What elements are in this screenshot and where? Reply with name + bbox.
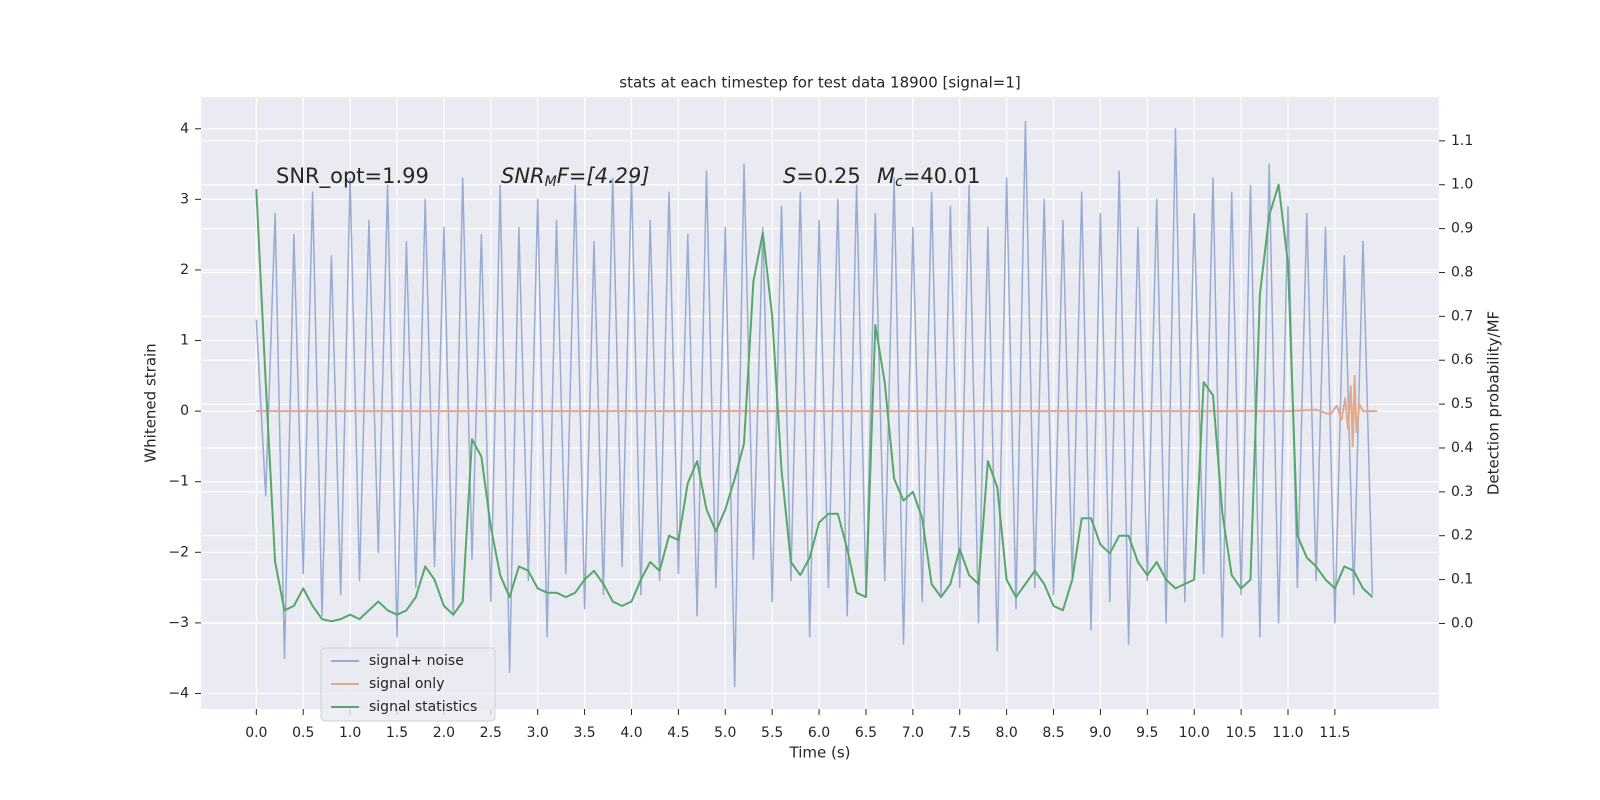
legend-box [320, 647, 496, 722]
x-tick-label: 6.0 [808, 725, 830, 741]
y-tick-label: −1 [168, 474, 189, 490]
y-tick-label: −4 [168, 685, 189, 701]
x-tick-label: 5.5 [761, 725, 783, 741]
axes: 0.0 0.5 1.0 1.5 2.0 2.5 3.0 3.5 4.0 4.5 5.0 5.5 6.0 6… [168, 121, 1473, 741]
y2-tick-label: 0.7 [1451, 308, 1473, 324]
x-tick-label: 0.5 [292, 725, 314, 741]
annotation: S=0.25 [783, 164, 861, 188]
x-tick-label: 10.5 [1226, 725, 1257, 741]
y2-tick-label: 0.9 [1451, 221, 1473, 237]
x-tick-label: 2.5 [480, 725, 502, 741]
x-tick-label: 5.0 [714, 725, 736, 741]
y2-tick-label: 0.8 [1451, 264, 1473, 280]
legend-label: signal only [369, 676, 444, 692]
x-tick-label: 9.0 [1089, 725, 1111, 741]
series-line [255, 120, 1374, 688]
series-line [256, 374, 1378, 448]
annotation: SNR_opt=1.99 [276, 164, 429, 189]
marks [255, 120, 1378, 688]
annotation-part: M [545, 174, 557, 190]
x-tick-label: 7.0 [902, 725, 924, 741]
x-tick-label: 11.5 [1319, 725, 1350, 741]
annotation-part: S [783, 164, 796, 188]
y-tick-label: −2 [168, 544, 189, 560]
annotation-part: M [877, 164, 895, 188]
annotation-part: =40.01 [903, 164, 981, 188]
legend-label: signal statistics [369, 699, 477, 715]
x-tick-label: 9.5 [1136, 725, 1158, 741]
annotation: Mc=40.01 [877, 164, 981, 190]
x-tick-label: 10.0 [1179, 725, 1210, 741]
annotation-part: SNR [501, 164, 545, 188]
y2-tick-label: 1.1 [1451, 133, 1473, 149]
y-axis-label: Whitened strain [142, 343, 160, 462]
annotation-part: =0.25 [796, 164, 860, 188]
legend: signal+ noise signal only signal statistic… [320, 647, 496, 722]
x-tick-label: 8.5 [1042, 725, 1064, 741]
y2-tick-label: 0.2 [1451, 528, 1473, 544]
y2-tick-label: 1.0 [1451, 177, 1473, 193]
y2-tick-label: 0.4 [1451, 440, 1473, 456]
y2-tick-label: 0.1 [1451, 572, 1473, 588]
plot-area [201, 97, 1439, 709]
x-tick-label: 2.0 [433, 725, 455, 741]
annotation-part: c [895, 174, 903, 190]
y-tick-label: −3 [168, 615, 189, 631]
x-tick-label: 0.0 [245, 725, 267, 741]
x-tick-label: 3.0 [527, 725, 549, 741]
x-axis-label: Time (s) [789, 744, 851, 762]
annotation: SNRMF=[4.29] [501, 164, 650, 190]
x-tick-label: 7.5 [949, 725, 971, 741]
legend-label: signal+ noise [369, 653, 464, 669]
x-tick-label: 8.0 [996, 725, 1018, 741]
y-tick-label: 1 [180, 333, 189, 349]
annotation-part: F=[4.29] [557, 164, 650, 188]
x-tick-label: 3.5 [573, 725, 595, 741]
y-tick-label: 4 [180, 121, 189, 137]
x-tick-label: 4.0 [620, 725, 642, 741]
y2-tick-label: 0.0 [1451, 615, 1473, 631]
x-tick-label: 1.0 [339, 725, 361, 741]
x-tick-label: 4.5 [667, 725, 689, 741]
y-tick-label: 2 [180, 262, 189, 278]
chart-title: stats at each timestep for test data 189… [619, 74, 1020, 92]
y-tick-label: 0 [180, 403, 189, 419]
y2-tick-label: 0.6 [1451, 352, 1473, 368]
x-tick-label: 1.5 [386, 725, 408, 741]
x-tick-label: 6.5 [855, 725, 877, 741]
y2-axis-label: Detection probability/MF [1485, 311, 1503, 495]
y-tick-label: 3 [180, 191, 189, 207]
y2-tick-label: 0.3 [1451, 484, 1473, 500]
y2-tick-label: 0.5 [1451, 396, 1473, 412]
series-line [255, 183, 1374, 623]
x-tick-label: 11.0 [1272, 725, 1303, 741]
grid [201, 97, 1439, 709]
